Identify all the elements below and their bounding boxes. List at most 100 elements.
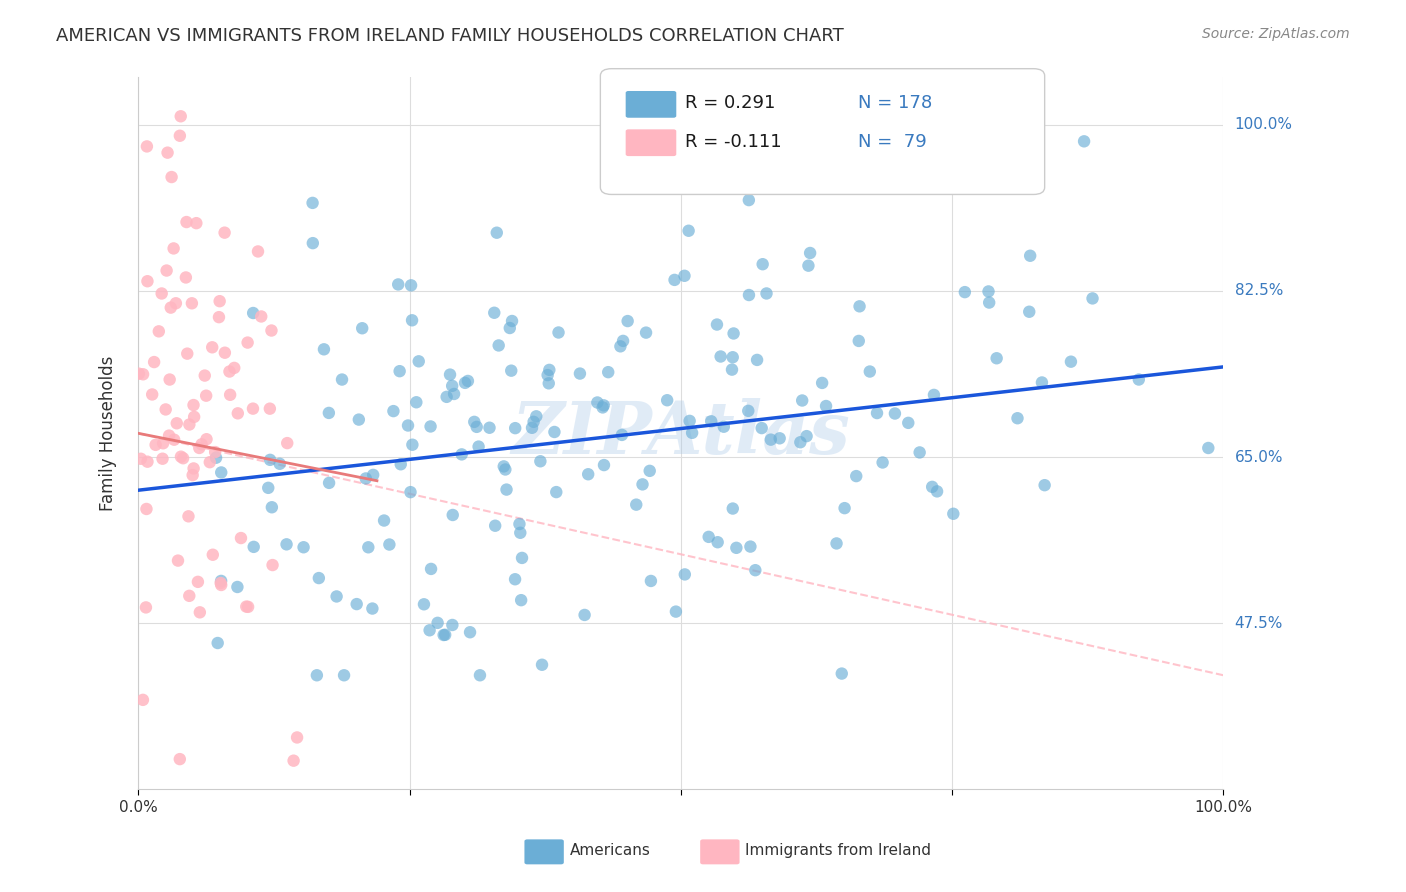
Point <box>188 441 211 455</box>
Point <box>1073 134 1095 148</box>
Point <box>166 417 188 431</box>
Point <box>183 398 205 412</box>
Point <box>242 401 264 416</box>
Point <box>664 273 686 287</box>
Point <box>419 624 441 638</box>
Text: N = 178: N = 178 <box>858 95 932 112</box>
Point <box>346 597 368 611</box>
Point <box>610 428 633 442</box>
Point <box>811 376 834 390</box>
Point <box>434 628 457 642</box>
Point <box>224 360 246 375</box>
Point <box>738 288 761 302</box>
Point <box>198 455 221 469</box>
Point <box>150 286 173 301</box>
Point <box>292 541 315 555</box>
Point <box>546 485 568 500</box>
Point <box>450 447 472 461</box>
Point <box>799 246 821 260</box>
Point <box>357 541 380 555</box>
Point <box>796 429 818 443</box>
Point <box>977 285 1000 299</box>
Point <box>593 458 616 472</box>
Point <box>269 457 291 471</box>
Point <box>925 484 948 499</box>
Point <box>673 567 696 582</box>
Point <box>665 605 688 619</box>
Point <box>725 541 748 555</box>
Point <box>167 553 190 567</box>
Point <box>848 299 870 313</box>
Point <box>648 144 671 158</box>
Point <box>159 372 181 386</box>
Point <box>889 181 911 195</box>
Point <box>169 752 191 766</box>
Point <box>436 390 458 404</box>
Text: R = 0.291: R = 0.291 <box>685 95 775 112</box>
Point <box>859 365 882 379</box>
Point <box>194 368 217 383</box>
Point <box>751 257 773 271</box>
Point <box>209 574 232 588</box>
Point <box>209 576 232 591</box>
Point <box>825 536 848 550</box>
Point <box>333 668 356 682</box>
Point <box>495 483 517 497</box>
Point <box>132 368 155 382</box>
Point <box>897 416 920 430</box>
Point <box>201 548 224 562</box>
Point <box>165 296 187 310</box>
Point <box>399 278 422 293</box>
Point <box>638 464 661 478</box>
Point <box>285 731 308 745</box>
Point <box>276 537 298 551</box>
Point <box>408 354 430 368</box>
Point <box>454 376 477 390</box>
Point <box>510 593 533 607</box>
Text: N =  79: N = 79 <box>858 133 927 151</box>
Point <box>426 615 449 630</box>
Point <box>484 518 506 533</box>
Point <box>1060 354 1083 368</box>
Point <box>413 597 436 611</box>
Point <box>1018 304 1040 318</box>
Text: AMERICAN VS IMMIGRANTS FROM IRELAND FAMILY HOUSEHOLDS CORRELATION CHART: AMERICAN VS IMMIGRANTS FROM IRELAND FAMI… <box>56 27 844 45</box>
Point <box>276 436 298 450</box>
Point <box>921 480 943 494</box>
Point <box>586 395 609 409</box>
Point <box>441 379 464 393</box>
Point <box>201 340 224 354</box>
Point <box>172 451 194 466</box>
Point <box>143 355 166 369</box>
Point <box>465 420 488 434</box>
Point <box>520 421 543 435</box>
Point <box>681 425 703 440</box>
Point <box>156 263 179 277</box>
Point <box>156 145 179 160</box>
Point <box>576 467 599 482</box>
Point <box>908 445 931 459</box>
Point <box>325 590 347 604</box>
Point <box>148 324 170 338</box>
Point <box>759 433 782 447</box>
Point <box>361 467 384 482</box>
Y-axis label: Family Households: Family Households <box>100 356 117 511</box>
Point <box>176 215 198 229</box>
Point <box>1128 372 1150 386</box>
Point <box>160 169 183 184</box>
Point <box>373 514 395 528</box>
Point <box>439 368 461 382</box>
Text: Americans: Americans <box>569 843 651 857</box>
Point <box>815 399 838 413</box>
Point <box>713 419 735 434</box>
Point <box>501 364 523 378</box>
Point <box>305 668 328 682</box>
Point <box>301 236 323 251</box>
Point <box>347 412 370 426</box>
Point <box>262 558 284 572</box>
Point <box>155 402 177 417</box>
Point <box>883 407 905 421</box>
Point <box>214 345 236 359</box>
Point <box>986 351 1008 366</box>
Point <box>443 387 465 401</box>
